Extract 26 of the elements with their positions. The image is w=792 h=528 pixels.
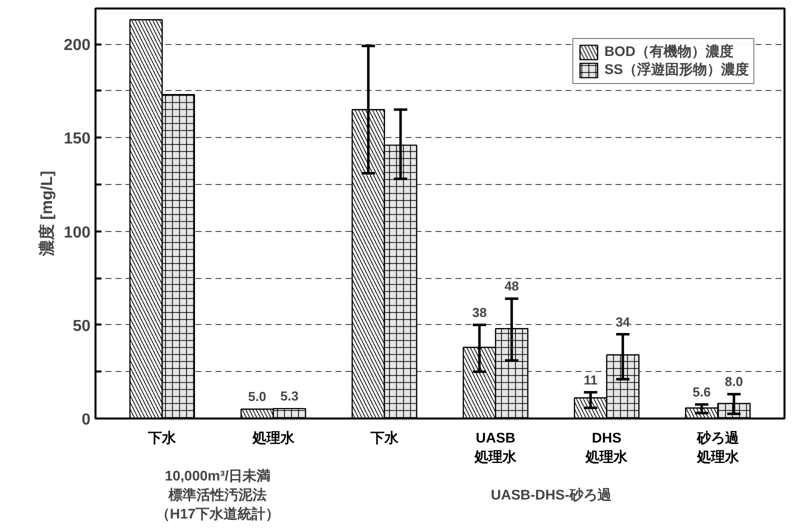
x-tick-label: UASB 処理水	[474, 430, 518, 465]
y-tick-label: 50	[72, 318, 91, 335]
x-tick-label: 砂ろ過処理水	[696, 430, 740, 465]
data-label: 5.3	[280, 388, 298, 404]
text: （H17下水道統計）	[156, 506, 280, 522]
y-tick-label: 200	[64, 37, 91, 54]
data-label: 8.0	[724, 374, 743, 390]
x-tick-label: 下水	[369, 430, 400, 446]
text: 標準活性汚泥法	[168, 486, 267, 502]
data-label: 11	[584, 372, 598, 388]
data-label: 34	[616, 314, 631, 330]
legend-label: BOD（有機物）濃度	[604, 43, 734, 61]
x-tick-label: 下水	[147, 430, 178, 446]
text: 10,000m³/日未満	[164, 468, 271, 484]
y-tick-label: 150	[64, 130, 91, 148]
legend-label: SS（浮遊固形物）濃度	[604, 61, 749, 79]
text: UASB-DHS-砂ろ過	[490, 486, 612, 502]
data-label: 38	[472, 304, 487, 320]
data-label: 48	[504, 278, 519, 294]
x-tick-label: 処理水	[251, 430, 296, 446]
data-label: 5.0	[248, 389, 266, 404]
y-axis-title: 濃度 [mg/L]	[36, 170, 56, 258]
y-tick-label: 100	[64, 224, 91, 242]
x-tick-label: DHS 処理水	[584, 430, 629, 465]
data-label: 5.6	[692, 384, 711, 400]
y-tick-label: 0	[82, 412, 91, 428]
